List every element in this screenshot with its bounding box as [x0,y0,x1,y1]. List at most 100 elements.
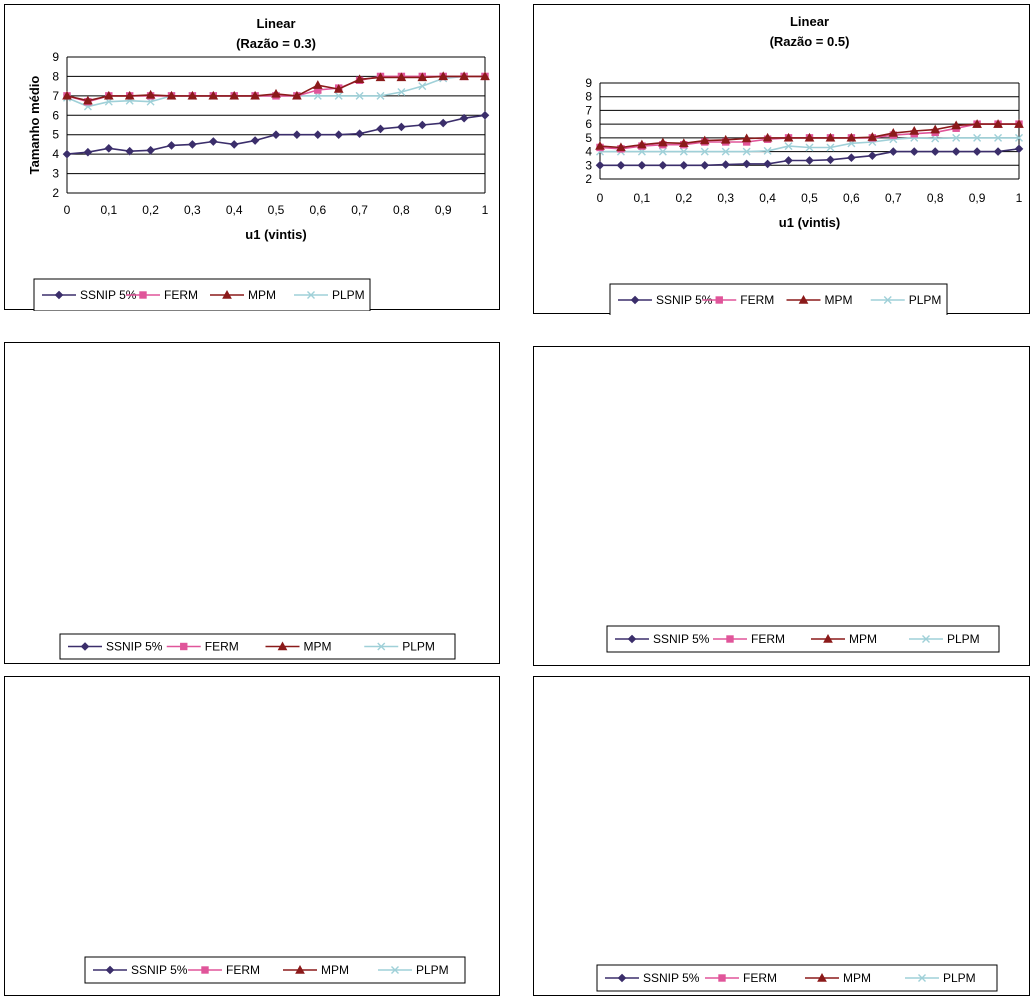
data-point [167,141,176,150]
chart-subtitle: (Razão = 0.3) [236,36,316,51]
legend-item-ferm: FERM [166,640,239,654]
y-tick-label: 2 [585,172,592,186]
x-tick-label: 0,4 [759,191,776,205]
legend-item-ferm: FERM [713,632,785,646]
data-point [417,120,427,130]
data-point [868,151,877,160]
data-point [376,91,385,100]
data-point [271,88,281,98]
x-axis-label: u1 (vintis) [779,215,840,230]
data-point [595,141,605,150]
legend-label: PLPM [416,963,449,977]
data-point [145,89,156,99]
data-point [826,143,835,152]
chart-title: Linear [256,16,295,31]
data-point [637,139,647,149]
data-point [480,71,490,81]
chart-panel-isoelastica-03: Isoelástica(Razão = 0.3)2345678900,10,20… [4,676,500,996]
data-point [805,143,814,152]
x-tick-label: 0,5 [268,203,285,217]
chart-panel-aids-03: AIDS(Razão = 0.3)2345678900,10,20,30,40,… [4,342,500,664]
legend-item-ferm: FERM [188,963,260,977]
data-point [62,149,72,159]
legend: SSNIP 5% FERM MPM PLPM [59,633,456,660]
data-point [741,133,752,143]
legend: SSNIP 5% FERM MPM PLPM [596,964,998,992]
legend-item-ferm: FERM [705,971,777,985]
legend-marker [715,296,723,304]
data-point [993,119,1003,128]
legend-marker [54,290,64,300]
legend-item-ssnip-5: SSNIP 5% [68,640,163,654]
data-point [334,130,344,140]
data-point [783,132,794,142]
chart-svg: Isoelástica(Razão = 0.5)2345678900,10,20… [596,964,998,992]
data-point [312,80,323,89]
data-point [438,71,449,81]
data-point [973,133,982,142]
y-tick-label: 8 [585,90,592,104]
data-point [658,147,667,156]
chart-svg: Isoelástica(Razão = 0.3)2345678900,10,20… [84,956,466,984]
data-point [972,147,982,156]
legend-item-ssnip-5: SSNIP 5% [615,632,710,646]
data-point [994,133,1003,142]
data-point [208,90,219,100]
chart-svg: Linear (Razão = 0.3) 2 3 4 5 6 7 8 9 0 0,1 0,2 0,3 0,4… [27,16,490,311]
legend-item-ferm: FERM [702,293,774,307]
x-tick-label: 0,9 [435,203,452,217]
legend-item-plpm: PLPM [909,632,980,646]
legend-label: SSNIP 5% [653,632,710,646]
x-tick-label: 0,8 [927,191,944,205]
legend-item-ssnip-5: SSNIP 5% [93,963,188,977]
data-point [125,146,135,156]
data-point [742,147,751,156]
legend-item-mpm: MPM [811,632,877,646]
y-tick-label: 5 [585,131,592,145]
legend: SSNIP 5% FERM MPM PLPM [606,625,1000,653]
data-point [888,128,899,137]
legend: SSNIP 5% FERM MPM PLPM [609,283,948,315]
legend-marker [391,966,399,974]
data-point [867,132,878,141]
data-point [480,110,490,120]
data-point [438,118,448,128]
data-point [784,156,793,165]
x-tick-label: 0 [64,203,71,217]
y-tick-label: 4 [52,147,59,161]
data-point [700,160,710,170]
data-point [616,160,626,170]
legend-label: FERM [164,288,198,302]
y-tick-label: 2 [52,186,59,200]
legend-label: MPM [825,293,853,307]
legend-label: SSNIP 5% [131,963,188,977]
data-point [229,90,240,100]
legend-marker [726,635,734,643]
legend-marker [377,642,386,651]
y-tick-label: 9 [585,76,592,90]
data-point [83,147,93,157]
x-tick-label: 0,4 [226,203,243,217]
chart-svg: AIDS(Razão = 0.5)2345678900,10,20,30,40,… [606,625,1000,653]
legend-label: SSNIP 5% [106,640,163,654]
legend-label: MPM [321,963,349,977]
legend-label: MPM [843,971,871,985]
legend-item-plpm: PLPM [294,288,365,302]
data-point [595,160,605,170]
legend-label: MPM [304,640,332,654]
data-point [763,146,772,155]
data-point [354,74,365,84]
legend-marker [627,634,637,644]
data-point [909,147,919,156]
data-point [1015,133,1023,142]
legend-marker [139,291,147,299]
legend-label: MPM [248,288,276,302]
data-point [397,122,406,132]
data-point [699,135,710,145]
legend-marker [201,966,209,974]
x-tick-label: 0,6 [843,191,860,205]
data-point [951,120,961,130]
series-mpm [62,71,490,105]
legend-marker [918,974,926,982]
